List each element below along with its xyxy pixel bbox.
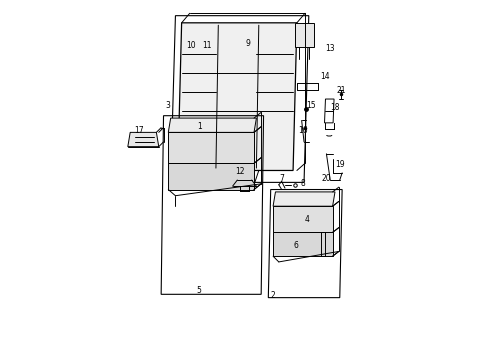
Polygon shape (168, 163, 253, 189)
Text: 8: 8 (300, 179, 305, 188)
Text: 10: 10 (186, 41, 196, 50)
Polygon shape (168, 132, 253, 163)
Text: 21: 21 (336, 86, 346, 95)
Text: 13: 13 (325, 44, 334, 53)
Polygon shape (168, 118, 256, 132)
Text: 4: 4 (305, 215, 309, 224)
Polygon shape (127, 132, 159, 147)
Text: 17: 17 (134, 126, 143, 135)
Text: 16: 16 (297, 126, 307, 135)
Text: 6: 6 (293, 241, 298, 250)
Text: 3: 3 (165, 101, 170, 110)
Text: 9: 9 (245, 39, 250, 48)
Text: 7: 7 (279, 174, 284, 183)
Text: 20: 20 (321, 174, 330, 183)
Text: 15: 15 (306, 101, 315, 110)
Text: 12: 12 (235, 167, 244, 176)
Text: 2: 2 (270, 291, 275, 300)
Polygon shape (272, 233, 332, 256)
Text: 14: 14 (319, 72, 328, 81)
Text: 18: 18 (329, 103, 339, 112)
Text: 5: 5 (196, 285, 201, 294)
Text: 1: 1 (197, 122, 201, 131)
Polygon shape (272, 206, 332, 233)
Polygon shape (294, 23, 313, 47)
Polygon shape (272, 192, 334, 206)
Polygon shape (178, 23, 296, 171)
Text: 19: 19 (334, 160, 344, 169)
Text: 11: 11 (202, 41, 212, 50)
